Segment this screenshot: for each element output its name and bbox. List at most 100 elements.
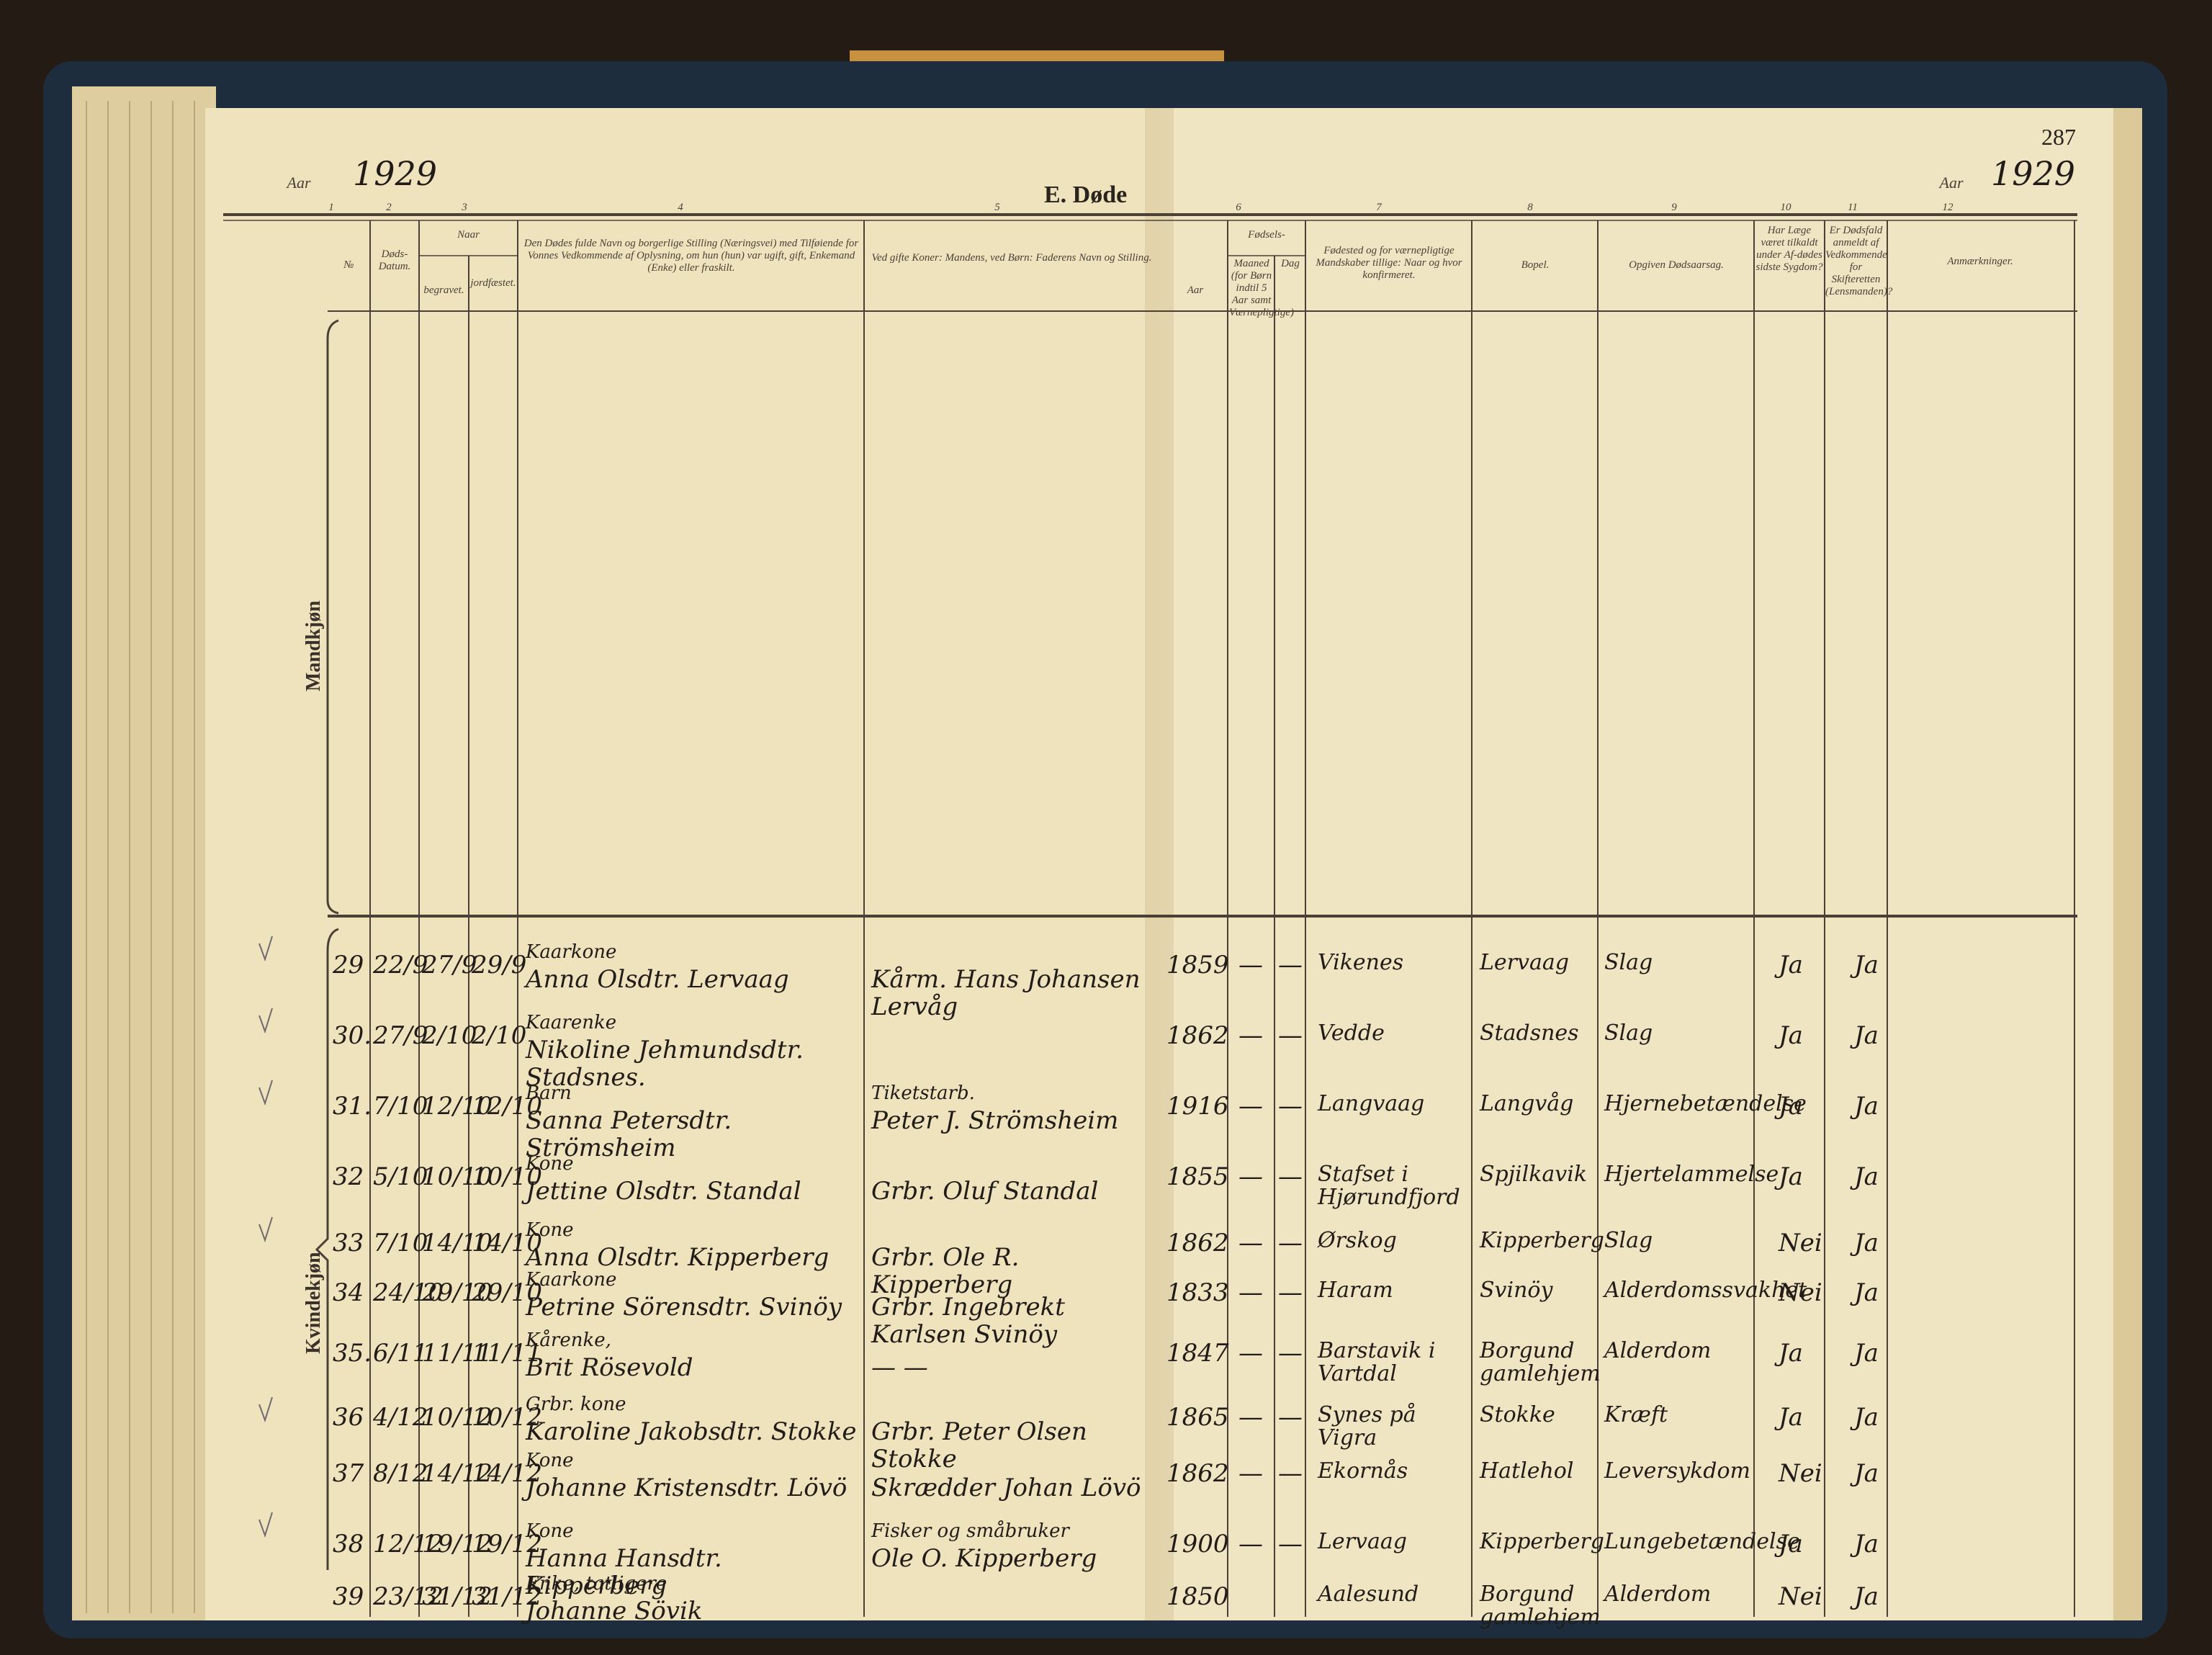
entry-title: Kaarkone bbox=[526, 941, 617, 963]
entry-doctor: Ja bbox=[1779, 951, 1803, 979]
entry-doctor: Ja bbox=[1779, 1162, 1803, 1191]
entry-birth-year: 1862 bbox=[1166, 1459, 1229, 1488]
entry-birthplace: Haram bbox=[1318, 1278, 1393, 1303]
entry-death: 22/9 bbox=[373, 951, 428, 979]
entry-interred: 12/10 bbox=[472, 1092, 542, 1121]
entry-no: 37 bbox=[333, 1459, 364, 1488]
entry-interred: 29/10 bbox=[472, 1278, 542, 1307]
entry-spouse-name: Kårm. Hans Johansen Lervåg bbox=[871, 965, 1141, 1021]
column-number: 8 bbox=[1527, 202, 1533, 213]
column-number: 3 bbox=[462, 202, 467, 213]
entry-no: 35. bbox=[333, 1339, 372, 1368]
entry-birth-day: — bbox=[1278, 1162, 1303, 1191]
entry-birth-year: 1850 bbox=[1166, 1582, 1229, 1611]
entry-residence: Stokke bbox=[1480, 1402, 1555, 1427]
entry-interred: 11/11 bbox=[472, 1339, 542, 1368]
entry-reported: Ja bbox=[1854, 1459, 1879, 1488]
entry-no: 31. bbox=[333, 1092, 372, 1121]
entry-spouse-name: — — bbox=[871, 1353, 928, 1382]
entry-residence: Borgund gamlehjem bbox=[1480, 1338, 1601, 1386]
entry-title: Kone bbox=[526, 1450, 574, 1471]
entry-name: Hanna Hansdtr. Kipperberg bbox=[526, 1544, 722, 1600]
entry-cause: Hjertelammelse bbox=[1604, 1162, 1779, 1187]
column-header: Opgiven Dødsaarsag. bbox=[1629, 259, 1724, 271]
entry-name: Jettine Olsdtr. Standal bbox=[526, 1177, 801, 1206]
entry-no: 36 bbox=[333, 1403, 364, 1432]
entry-residence: Kipperberg bbox=[1480, 1529, 1605, 1554]
entry-title: Kone bbox=[526, 1520, 574, 1542]
entry-buried: 14/12 bbox=[422, 1459, 493, 1488]
entry-name: Nikoline Jehmundsdtr. Stadsnes. bbox=[526, 1036, 804, 1092]
entry-buried: 2/10 bbox=[422, 1021, 477, 1050]
entry-spouse-title: Fisker og småbruker bbox=[871, 1520, 1069, 1542]
entry-birth-day: — bbox=[1278, 1092, 1303, 1121]
entry-birth-day: — bbox=[1278, 1403, 1303, 1432]
entry-interred: 19/12 bbox=[472, 1530, 542, 1558]
entry-buried: 31/12 bbox=[422, 1582, 493, 1611]
entry-birth-year: 1862 bbox=[1166, 1021, 1229, 1050]
entry-birthplace: Vedde bbox=[1318, 1021, 1385, 1046]
entry-doctor: Ja bbox=[1779, 1339, 1803, 1368]
entry-cause: Alderdom bbox=[1604, 1582, 1712, 1607]
entry-birth-month: — bbox=[1238, 1229, 1263, 1257]
entry-death: 24/10 bbox=[373, 1278, 444, 1307]
column-header: Dag bbox=[1281, 258, 1300, 269]
entry-cause: Alderdom bbox=[1604, 1338, 1712, 1363]
entry-birth-year: 1900 bbox=[1166, 1530, 1229, 1558]
entry-interred: 29/9 bbox=[472, 951, 527, 979]
entry-death: 7/10 bbox=[373, 1229, 428, 1257]
entry-title: Kone bbox=[526, 1219, 574, 1241]
entry-cause: Lungebetændelse bbox=[1604, 1529, 1800, 1554]
entry-birthplace: Stafset i Hjørundfjord bbox=[1318, 1162, 1460, 1210]
entry-cause: Kræft bbox=[1604, 1402, 1668, 1427]
year: 1929 bbox=[353, 154, 438, 193]
entry-interred: 14/12 bbox=[472, 1459, 542, 1488]
entry-title: Barn bbox=[526, 1082, 572, 1104]
entry-spouse-name: Peter J. Strömsheim bbox=[871, 1106, 1119, 1135]
entry-name: Karoline Jakobsdtr. Stokke bbox=[526, 1417, 857, 1446]
entry-buried: 10/12 bbox=[422, 1403, 493, 1432]
entry-no: 30. bbox=[333, 1021, 372, 1050]
entry-birth-month: — bbox=[1238, 1021, 1263, 1050]
entry-reported: Ja bbox=[1854, 1278, 1879, 1307]
entry-buried: 29/10 bbox=[422, 1278, 493, 1307]
entry-reported: Ja bbox=[1854, 1582, 1879, 1611]
entry-birth-year: 1862 bbox=[1166, 1229, 1229, 1257]
entry-death: 23/12 bbox=[373, 1582, 444, 1611]
column-number: 4 bbox=[678, 202, 683, 213]
entry-doctor: Nei bbox=[1779, 1582, 1822, 1611]
column-header: jordfæstet. bbox=[470, 277, 516, 289]
entry-cause: Slag bbox=[1604, 1021, 1653, 1046]
column-header: Er Dødsfald anmeldt af Vedkommende for S… bbox=[1825, 225, 1893, 297]
entry-birthplace: Vikenes bbox=[1318, 950, 1404, 975]
year-label: Aar bbox=[1939, 174, 1964, 192]
entry-birth-month: — bbox=[1238, 1339, 1263, 1368]
column-header: Anmærkninger. bbox=[1947, 256, 2013, 267]
entry-spouse-name: Ole O. Kipperberg bbox=[871, 1544, 1097, 1573]
entry-interred: 14/10 bbox=[472, 1229, 542, 1257]
column-header: Den Dødes fulde Navn og borgerlige Still… bbox=[523, 238, 859, 274]
entry-birthplace: Ekornås bbox=[1318, 1458, 1408, 1484]
entry-birth-month: — bbox=[1238, 1530, 1263, 1558]
entry-doctor: Nei bbox=[1779, 1459, 1822, 1488]
entry-name: Brit Rösevold bbox=[526, 1353, 693, 1382]
entry-residence: Stadsnes bbox=[1480, 1021, 1579, 1046]
register-title: E. Døde bbox=[1044, 181, 1128, 208]
entry-spouse-name: Grbr. Oluf Standal bbox=[871, 1177, 1099, 1206]
column-header: Døds-Datum. bbox=[378, 248, 411, 272]
entry-birth-month: — bbox=[1238, 1162, 1263, 1191]
entry-death: 4/12 bbox=[373, 1403, 428, 1432]
entry-cause: Leversykdom bbox=[1604, 1458, 1750, 1484]
entry-title: Kaarkone bbox=[526, 1269, 617, 1291]
entry-birth-day: — bbox=[1278, 1229, 1303, 1257]
entry-birth-year: 1859 bbox=[1166, 951, 1229, 979]
entry-residence: Langvåg bbox=[1480, 1091, 1574, 1116]
entry-spouse-name: Grbr. Ingebrekt Karlsen Svinöy bbox=[871, 1293, 1065, 1349]
entry-no: 39 bbox=[333, 1582, 364, 1611]
entry-spouse-name: Grbr. Ole R. Kipperberg bbox=[871, 1243, 1020, 1299]
entry-birthplace: Lervaag bbox=[1318, 1529, 1407, 1554]
entry-residence: Hatlehol bbox=[1480, 1458, 1574, 1484]
entry-birth-day: — bbox=[1278, 1339, 1303, 1368]
entry-doctor: Nei bbox=[1779, 1278, 1822, 1307]
